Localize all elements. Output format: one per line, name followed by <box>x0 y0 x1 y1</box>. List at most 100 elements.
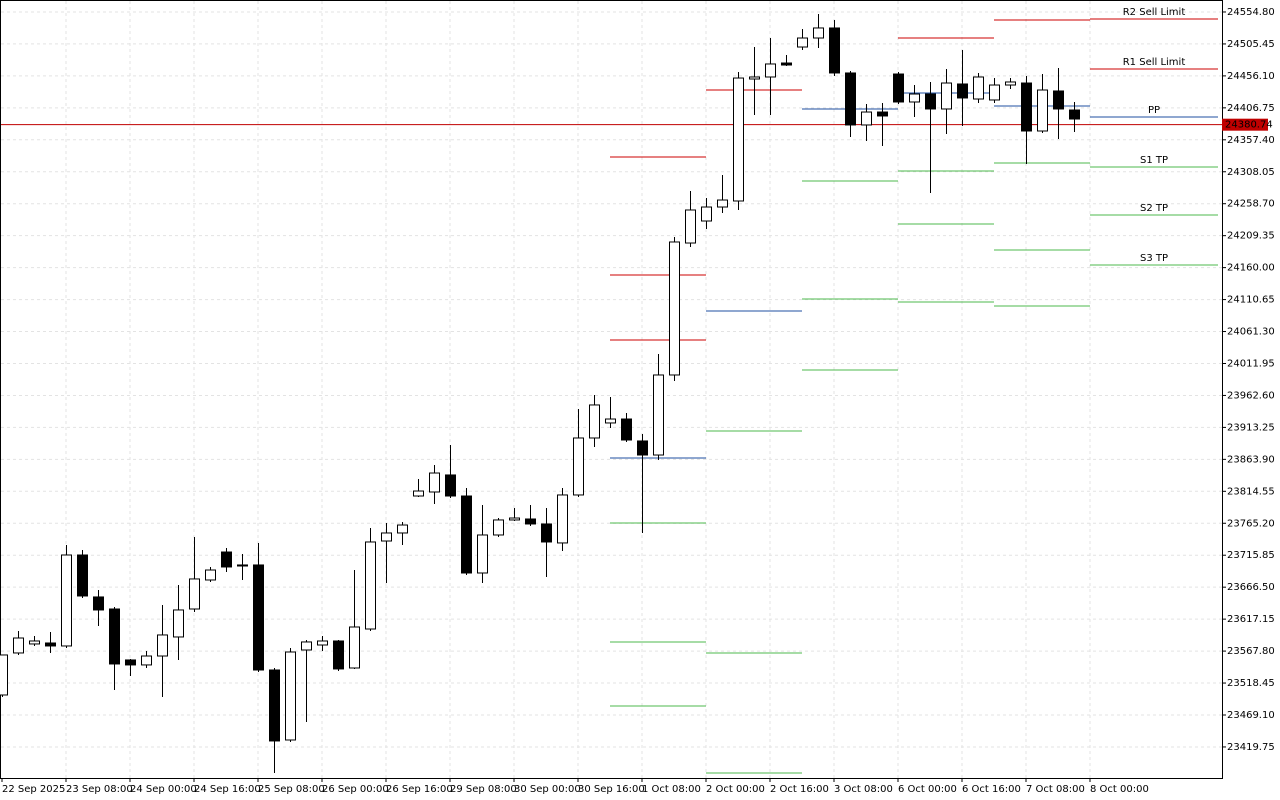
candle-body <box>877 111 888 117</box>
y-tick-label: 24308.05 <box>1227 167 1275 178</box>
y-tick-label: 23419.75 <box>1227 742 1275 753</box>
y-tick-label: 24061.30 <box>1227 327 1275 338</box>
candle-body <box>605 418 616 424</box>
x-tick-label: 24 Sep 16:00 <box>194 784 261 795</box>
candle-body <box>77 554 88 597</box>
candle-body <box>797 37 808 48</box>
pivot-label: R2 Sell Limit <box>1123 7 1186 18</box>
y-tick-label: 23962.60 <box>1227 390 1275 401</box>
y-tick-label: 23469.10 <box>1227 710 1275 721</box>
y-tick-label: 23518.45 <box>1227 678 1275 689</box>
candle-body <box>765 63 776 78</box>
candle-body <box>781 62 792 66</box>
candle-body <box>445 474 456 497</box>
y-tick-label: 23913.25 <box>1227 422 1275 433</box>
y-tick-label: 24160.00 <box>1227 263 1275 274</box>
candle-body <box>333 640 344 670</box>
y-tick-label: 23863.90 <box>1227 454 1275 465</box>
candle-body <box>157 634 168 657</box>
plot-frame <box>0 0 1223 779</box>
pivot-label: S1 TP <box>1140 155 1168 166</box>
candle-body <box>461 495 472 574</box>
candle-body <box>93 596 104 611</box>
candle-body <box>125 659 136 666</box>
candle-body <box>1005 81 1016 86</box>
pivot-label: R1 Sell Limit <box>1123 57 1186 68</box>
candle-body <box>397 524 408 534</box>
candle-body <box>685 209 696 244</box>
candle-body <box>141 655 152 666</box>
candle-body <box>845 72 856 126</box>
candle-body <box>269 669 280 742</box>
y-tick-label: 24357.40 <box>1227 135 1275 146</box>
y-tick-label: 24258.70 <box>1227 199 1275 210</box>
candle-body <box>205 569 216 581</box>
candle-body <box>621 418 632 441</box>
y-tick-label: 23617.15 <box>1227 614 1275 625</box>
candle-body <box>0 654 8 696</box>
candle-body <box>733 77 744 202</box>
candle-body <box>861 111 872 126</box>
candle-body <box>221 551 232 568</box>
candle-body <box>813 27 824 39</box>
candle-body <box>237 564 248 567</box>
candle-body <box>925 93 936 110</box>
y-tick-label: 24209.35 <box>1227 231 1275 242</box>
candle-body <box>973 76 984 100</box>
candle-body <box>109 608 120 665</box>
y-tick-label: 24505.45 <box>1227 39 1275 50</box>
x-tick-label: 6 Oct 00:00 <box>898 784 957 795</box>
candle-body <box>189 578 200 610</box>
y-tick-label: 24554.80 <box>1227 7 1275 18</box>
candle-body <box>637 440 648 456</box>
candle-body <box>669 241 680 376</box>
candle-body <box>509 517 520 521</box>
candle-body <box>957 83 968 99</box>
candle-body <box>893 73 904 103</box>
candle-body <box>301 641 312 651</box>
candle-body <box>557 494 568 544</box>
candle-body <box>493 519 504 536</box>
candle-body <box>701 206 712 222</box>
x-tick-label: 3 Oct 08:00 <box>834 784 893 795</box>
candle-body <box>13 637 24 654</box>
y-tick-label: 24406.75 <box>1227 103 1275 114</box>
candle-body <box>413 490 424 497</box>
y-tick-label: 23567.80 <box>1227 646 1275 657</box>
current-price-tag <box>1222 118 1268 131</box>
x-tick-label: 2 Oct 16:00 <box>770 784 829 795</box>
x-tick-label: 30 Sep 16:00 <box>578 784 645 795</box>
x-tick-label: 25 Sep 08:00 <box>258 784 325 795</box>
candle-body <box>941 82 952 110</box>
y-tick-label: 24110.65 <box>1227 295 1275 306</box>
x-tick-label: 7 Oct 08:00 <box>1026 784 1085 795</box>
candle-body <box>1037 89 1048 132</box>
candle-body <box>573 437 584 496</box>
candle-body <box>653 374 664 456</box>
candle-body <box>317 640 328 646</box>
current-price-label: 24380.74 <box>1225 120 1273 131</box>
candle-body <box>1021 82 1032 132</box>
y-tick-label: 24456.10 <box>1227 71 1275 82</box>
candle-body <box>45 642 56 647</box>
candle-body <box>173 609 184 638</box>
candle-body <box>349 626 360 669</box>
y-tick-label: 23765.20 <box>1227 518 1275 529</box>
candle-body <box>429 472 440 493</box>
candle-body <box>477 534 488 574</box>
y-tick-label: 24011.95 <box>1227 358 1275 369</box>
candle-body <box>381 532 392 542</box>
y-tick-label: 23814.55 <box>1227 486 1275 497</box>
pivot-label: S2 TP <box>1140 203 1168 214</box>
candle-body <box>61 554 72 647</box>
candle-body <box>989 84 1000 101</box>
candle-body <box>541 523 552 543</box>
candle-body <box>829 27 840 74</box>
candle-body <box>285 651 296 741</box>
y-tick-label: 23666.50 <box>1227 582 1275 593</box>
x-tick-label: 23 Sep 08:00 <box>66 784 133 795</box>
candle-body <box>717 199 728 208</box>
candle-body <box>1053 90 1064 110</box>
